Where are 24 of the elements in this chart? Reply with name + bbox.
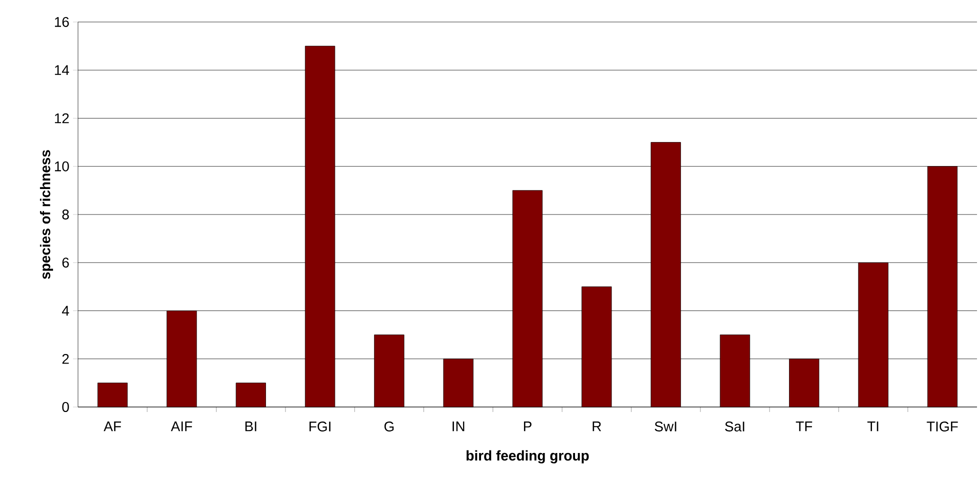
x-tick-label: BI <box>245 422 256 432</box>
y-tick-label: 6 <box>62 258 69 268</box>
x-tick-label: SaI <box>725 422 744 432</box>
x-tick-label: AF <box>104 422 121 432</box>
x-tick-label: R <box>592 422 602 432</box>
x-tick-label: P <box>524 422 532 432</box>
x-tick-label: TI <box>867 422 878 432</box>
y-axis-title: species of richness <box>40 150 54 279</box>
x-tick-label: IN <box>452 422 464 432</box>
x-tick-label: G <box>384 422 394 432</box>
x-tick-label: TF <box>796 422 812 432</box>
x-axis-title: bird feeding group <box>466 450 589 464</box>
y-tick-label: 0 <box>62 402 69 412</box>
y-tick-label: 12 <box>54 113 69 124</box>
y-tick-label: 14 <box>54 65 70 75</box>
y-tick-label: 16 <box>54 17 69 27</box>
x-tick-label: FGI <box>310 422 330 432</box>
x-tick-label: SwI <box>654 422 676 432</box>
y-tick-label: 2 <box>62 354 69 364</box>
y-tick-label: 8 <box>62 210 69 220</box>
y-tick-label: 10 <box>54 161 69 172</box>
x-tick-label: AIF <box>170 422 192 432</box>
y-tick-label: 4 <box>62 306 70 316</box>
x-tick-label: TIGF <box>926 422 958 432</box>
